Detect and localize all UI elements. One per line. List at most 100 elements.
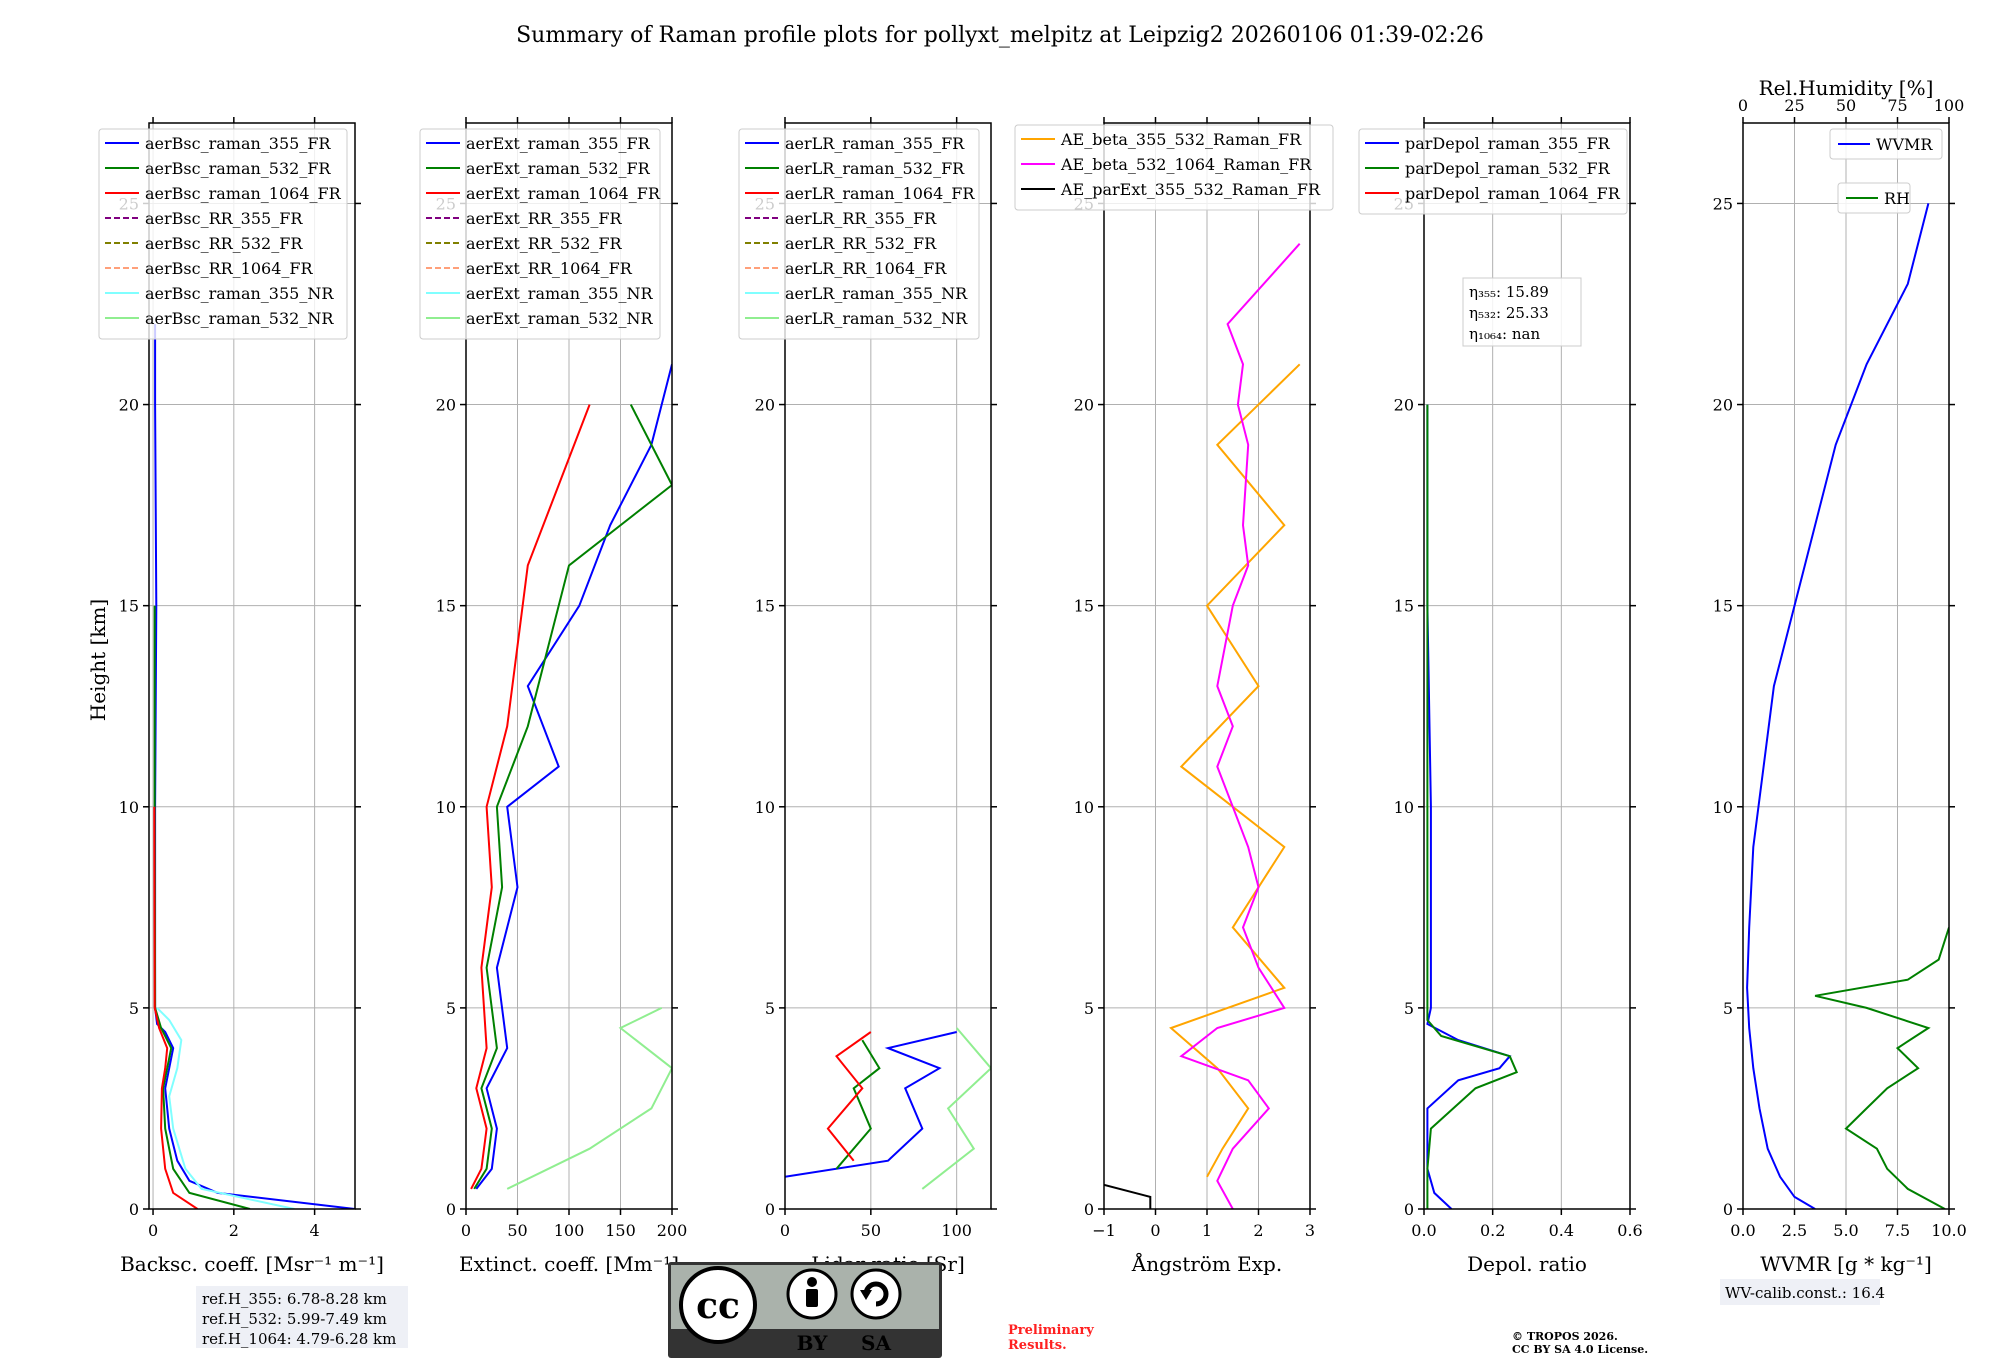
y-tick-label: 0 xyxy=(1404,1200,1414,1219)
legend-box-WVMR: WVMR xyxy=(1829,128,1943,160)
series-AE_beta_532_1064_Raman_FR xyxy=(1179,243,1301,1209)
axes-frame xyxy=(1103,122,1311,1210)
x-tick-label: 4 xyxy=(310,1221,320,1240)
legend-entry: aerLR_raman_1064_FR xyxy=(785,184,975,203)
x-tick-label: 3 xyxy=(1305,1221,1315,1240)
x-tick-label: 50 xyxy=(507,1221,527,1240)
legend-entry: AE_beta_532_1064_Raman_FR xyxy=(1060,155,1312,174)
x-tick-label: 200 xyxy=(657,1221,688,1240)
y-tick-label: 0 xyxy=(1723,1200,1733,1219)
series-RH xyxy=(1814,927,1949,1209)
axes-frame xyxy=(784,122,992,1210)
x-tick-label: 0 xyxy=(148,1221,158,1240)
wv-calib-box xyxy=(1720,1279,1880,1305)
ref-height-text: ref.H_1064: 4.79-6.28 km xyxy=(202,1330,396,1348)
y-tick-label: 15 xyxy=(1394,597,1414,616)
legend: aerExt_raman_355_FR aerExt_raman_532_FRae… xyxy=(419,128,661,340)
series-aerLR_raman_1064_FR xyxy=(826,1031,872,1162)
axes-frame xyxy=(148,122,356,1210)
series-AE_parExt_355_532_Raman_FR xyxy=(1104,1183,1152,1209)
y-tick-label: 10 xyxy=(119,798,139,817)
x-tick-label: 7.5 xyxy=(1885,1221,1910,1240)
legend-entry: aerBsc_raman_355_FR xyxy=(145,134,331,153)
series-aerBsc_raman_355_FR xyxy=(154,324,355,1209)
badge-by-label: BY xyxy=(797,1331,829,1355)
x-tick-label: 2.5 xyxy=(1782,1221,1807,1240)
panels: 0510152025024Backsc. coeff. [Msr⁻¹ m⁻¹]a… xyxy=(98,76,1967,1348)
panel-extinction: 0510152025050100150200Extinct. coeff. [M… xyxy=(419,117,688,1276)
y-tick-label: 20 xyxy=(755,396,775,415)
y-tick-label: 10 xyxy=(1713,798,1733,817)
legend-entry: aerExt_raman_355_FR xyxy=(466,134,651,153)
copyright-line1: © TROPOS 2026. xyxy=(1512,1330,1618,1343)
y-tick-label: 15 xyxy=(119,597,139,616)
legend-entry: aerLR_RR_1064_FR xyxy=(785,259,947,278)
y-tick-label: 5 xyxy=(129,999,139,1018)
x-tick-label: 100 xyxy=(941,1221,972,1240)
y-tick-label: 20 xyxy=(1394,396,1414,415)
legend: aerBsc_raman_355_FR aerBsc_raman_532_FRae… xyxy=(98,128,348,340)
legend-entry: aerExt_RR_532_FR xyxy=(466,234,623,253)
top-tick-label: 50 xyxy=(1836,96,1856,115)
y-tick-label: 20 xyxy=(119,396,139,415)
series-aerExt_raman_532_FR xyxy=(473,404,672,1190)
x-axis-label: Ångström Exp. xyxy=(1131,1251,1282,1276)
legend-frame xyxy=(1358,128,1628,215)
legend-frame xyxy=(1014,124,1334,211)
top-axis-label: Rel.Humidity [%] xyxy=(1759,76,1934,100)
x-tick-label: 0.6 xyxy=(1617,1221,1642,1240)
series-aerLR_raman_532_FR xyxy=(835,1039,881,1170)
y-tick-label: 5 xyxy=(1084,999,1094,1018)
legend-entry: AE_beta_355_532_Raman_FR xyxy=(1060,130,1302,149)
legend-entry: parDepol_raman_355_FR xyxy=(1405,134,1611,153)
series-aerExt_raman_532_NR xyxy=(506,1007,672,1190)
legend-entry: parDepol_raman_1064_FR xyxy=(1405,184,1621,203)
y-tick-label: 10 xyxy=(755,798,775,817)
x-tick-label: 50 xyxy=(861,1221,881,1240)
legend-entry: aerBsc_RR_1064_FR xyxy=(145,259,314,278)
top-tick-label: 25 xyxy=(1784,96,1804,115)
legend-entry: aerBsc_raman_355_NR xyxy=(145,284,334,303)
legend-entry: AE_parExt_355_532_Raman_FR xyxy=(1060,180,1321,199)
legend-entry: RH xyxy=(1884,189,1910,208)
y-tick-label: 25 xyxy=(1713,194,1733,213)
y-tick-label: 10 xyxy=(1394,798,1414,817)
license-badge[interactable]: cc BY SA xyxy=(668,1262,942,1358)
y-tick-label: 10 xyxy=(1074,798,1094,817)
x-tick-label: 2 xyxy=(229,1221,239,1240)
legend: aerLR_raman_355_FR aerLR_raman_532_FR aerL… xyxy=(738,128,980,340)
series-AE_beta_355_532_Raman_FR xyxy=(1169,363,1301,1178)
share-alike-icon xyxy=(850,1268,902,1320)
axes-frame xyxy=(1742,122,1950,1210)
x-axis-label: Backsc. coeff. [Msr⁻¹ m⁻¹] xyxy=(120,1252,384,1276)
y-tick-label: 0 xyxy=(446,1200,456,1219)
y-tick-label: 5 xyxy=(446,999,456,1018)
series-aerLR_raman_532_NR xyxy=(921,1027,991,1190)
legend-entry: aerExt_raman_532_NR xyxy=(466,309,654,328)
legend-entry: aerBsc_RR_355_FR xyxy=(145,209,303,228)
x-tick-label: 0.4 xyxy=(1549,1221,1574,1240)
x-tick-label: 0.2 xyxy=(1480,1221,1505,1240)
x-tick-label: 0 xyxy=(461,1221,471,1240)
copyright-line2: CC BY SA 4.0 License. xyxy=(1512,1343,1648,1356)
x-axis-label: WVMR [g * kg⁻¹] xyxy=(1760,1252,1932,1276)
ref-height-text: ref.H_532: 5.99-7.49 km xyxy=(202,1310,387,1328)
legend-frame xyxy=(1829,128,1943,160)
y-tick-label: 0 xyxy=(1084,1200,1094,1219)
x-axis-label: Extinct. coeff. [Mm⁻¹] xyxy=(459,1252,679,1276)
x-axis-label: Depol. ratio xyxy=(1467,1252,1587,1276)
series-aerExt_raman_355_FR xyxy=(475,364,672,1190)
panel-backscatter: 0510152025024Backsc. coeff. [Msr⁻¹ m⁻¹]a… xyxy=(98,117,408,1348)
legend-entry: aerLR_RR_355_FR xyxy=(785,209,937,228)
panel-water_vapor: 0 5 10 15 20 25 0.0 2.5 5.0 7.5 10.0 WVMR [g * kg⁻¹… xyxy=(1713,76,1967,1305)
y-tick-label: 15 xyxy=(1713,597,1733,616)
series-aerLR_raman_355_FR xyxy=(785,1031,957,1178)
preliminary-note-line1: Preliminary xyxy=(1008,1323,1094,1338)
legend-entry: aerExt_raman_355_NR xyxy=(466,284,654,303)
ref-height-text: ref.H_355: 6.78-8.28 km xyxy=(202,1290,387,1308)
y-tick-label: 20 xyxy=(1074,396,1094,415)
axes-frame xyxy=(465,122,673,1210)
x-tick-label: 1 xyxy=(1202,1221,1212,1240)
